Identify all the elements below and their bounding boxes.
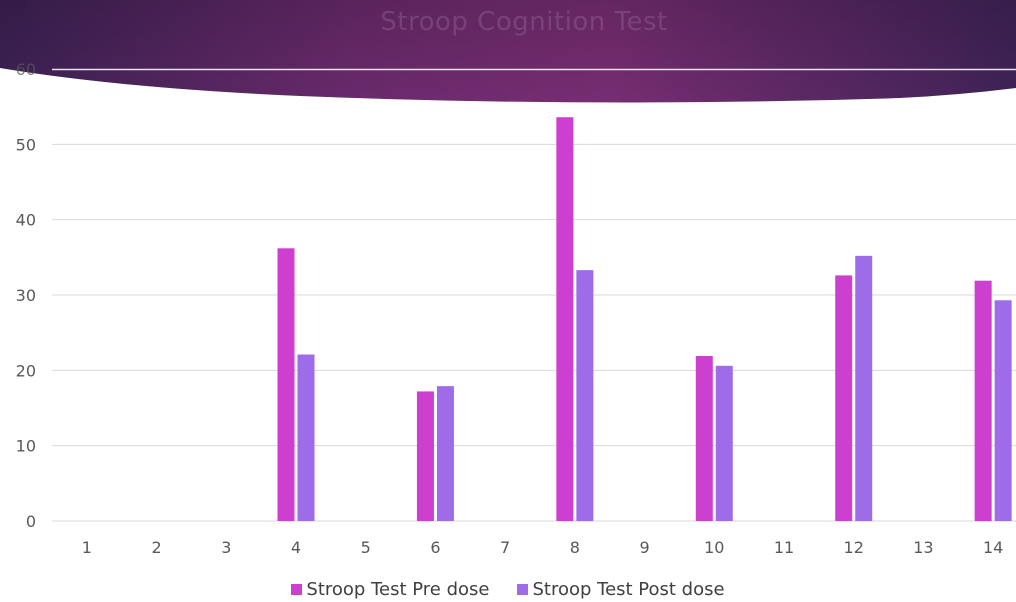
- x-tick-label-13: 13: [913, 538, 933, 557]
- x-tick-label-1: 1: [82, 538, 92, 557]
- bar-pre-14: [974, 280, 992, 521]
- x-tick-label-3: 3: [221, 538, 231, 557]
- x-tick-label-12: 12: [844, 538, 864, 557]
- x-tick-label-4: 4: [291, 538, 301, 557]
- y-tick-label-0: 0: [26, 512, 36, 531]
- legend-label-pre: Stroop Test Pre dose: [306, 578, 490, 600]
- x-tick-label-6: 6: [430, 538, 440, 557]
- x-tick-label-9: 9: [639, 538, 649, 557]
- x-tick-label-5: 5: [361, 538, 371, 557]
- legend-item-post: Stroop Test Post dose: [517, 578, 725, 600]
- x-tick-label-14: 14: [983, 538, 1003, 557]
- x-tick-label-2: 2: [151, 538, 161, 557]
- bars: [277, 117, 1012, 522]
- bar-pre-10: [695, 356, 713, 521]
- bar-post-10: [715, 365, 733, 521]
- y-tick-label-60: 60: [16, 60, 36, 79]
- y-tick-label-10: 10: [16, 437, 36, 456]
- legend-swatch-pre: [291, 583, 303, 595]
- bar-post-12: [855, 255, 873, 521]
- y-tick-label-50: 50: [16, 135, 36, 154]
- bar-pre-4: [277, 248, 295, 521]
- bar-post-14: [994, 300, 1012, 521]
- bar-pre-12: [835, 275, 853, 521]
- legend: Stroop Test Pre dose Stroop Test Post do…: [0, 576, 1016, 602]
- x-tick-label-11: 11: [774, 538, 794, 557]
- legend-item-pre: Stroop Test Pre dose: [291, 579, 489, 600]
- bar-pre-8: [556, 117, 574, 522]
- title-banner: [0, 0, 1016, 103]
- legend-label-post: Stroop Test Post dose: [532, 578, 725, 600]
- y-tick-label-30: 30: [16, 286, 36, 305]
- bar-post-8: [576, 270, 594, 521]
- bar-pre-6: [416, 391, 434, 521]
- x-tick-label-10: 10: [704, 538, 724, 557]
- y-tick-label-40: 40: [16, 211, 36, 230]
- x-tick-label-8: 8: [570, 538, 580, 557]
- banner-shade: [0, 0, 1016, 103]
- bar-post-6: [436, 386, 454, 521]
- y-tick-label-20: 20: [16, 361, 36, 380]
- bar-post-4: [297, 354, 315, 521]
- x-tick-label-7: 7: [500, 538, 510, 557]
- legend-swatch-post: [517, 583, 529, 595]
